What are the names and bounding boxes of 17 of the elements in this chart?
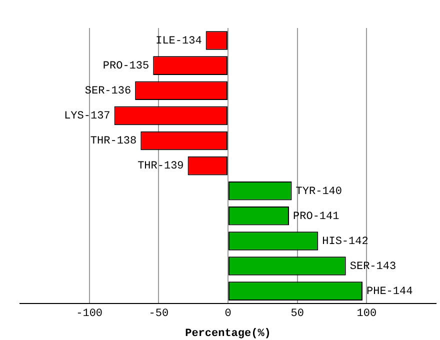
x-tick-label: -50 (148, 308, 169, 320)
x-tick-label: 50 (290, 308, 304, 320)
x-tick-label: 100 (356, 308, 377, 320)
y-tick-label: HIS-142 (322, 236, 368, 248)
y-tick-label: THR-139 (138, 160, 184, 173)
y-tick-label: PRO-135 (102, 60, 150, 72)
y-tick-label: SER-136 (84, 86, 132, 98)
y-tick-label: SER-143 (350, 260, 396, 273)
y-tick-label: PHE-144 (366, 286, 414, 298)
x-tick-label: 0 (224, 308, 232, 320)
y-tick-label: LYS-137 (64, 110, 110, 123)
y-tick-label: THR-138 (90, 136, 137, 148)
y-tick-label: TYR-140 (296, 186, 342, 198)
y-tick-label: PRO-141 (293, 210, 340, 223)
x-axis-title: Percentage(%) (185, 328, 271, 340)
y-tick-label: ILE-134 (156, 35, 202, 48)
x-tick-label: -100 (76, 308, 103, 320)
